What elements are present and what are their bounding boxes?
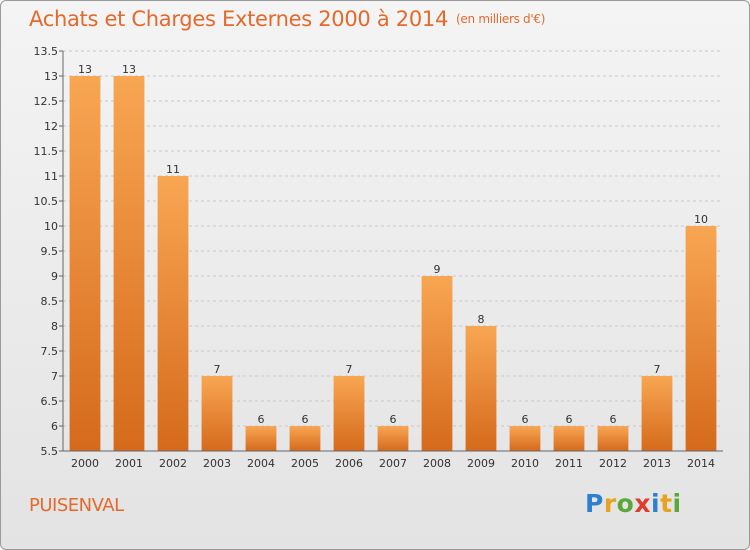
chart-title-text: Achats et Charges Externes 2000 à 2014	[29, 7, 449, 31]
y-tick-label: 10.5	[34, 195, 59, 208]
logo-letter: P	[585, 489, 604, 518]
data-label: 13	[78, 63, 92, 76]
x-tick-label: 2003	[203, 457, 231, 470]
x-tick-label: 2002	[159, 457, 187, 470]
bar	[685, 226, 717, 451]
bar	[597, 426, 629, 451]
y-tick-label: 6	[51, 420, 58, 433]
chart-unit: (en milliers d'€)	[456, 12, 546, 26]
data-label: 6	[610, 413, 617, 426]
bar	[289, 426, 321, 451]
x-tick-label: 2012	[599, 457, 627, 470]
y-tick-label: 11.5	[34, 145, 59, 158]
x-tick-label: 2006	[335, 457, 363, 470]
y-tick-label: 12	[44, 120, 58, 133]
x-tick-label: 2007	[379, 457, 407, 470]
proxiti-logo[interactable]: Proxiti	[585, 489, 682, 518]
data-label: 6	[258, 413, 265, 426]
data-label: 6	[522, 413, 529, 426]
data-label: 13	[122, 63, 136, 76]
bar	[641, 376, 673, 451]
bar	[69, 76, 101, 451]
data-label: 7	[214, 363, 221, 376]
x-tick-label: 2010	[511, 457, 539, 470]
x-tick-label: 2011	[555, 457, 583, 470]
bar	[245, 426, 277, 451]
bar	[421, 276, 453, 451]
y-tick-label: 7.5	[41, 345, 59, 358]
x-tick-label: 2005	[291, 457, 319, 470]
y-tick-label: 9	[51, 270, 58, 283]
logo-letter: x	[634, 489, 651, 518]
data-label: 7	[654, 363, 661, 376]
y-tick-label: 7	[51, 370, 58, 383]
y-tick-label: 6.5	[41, 395, 59, 408]
bar	[157, 176, 189, 451]
logo-letter: i	[651, 489, 661, 518]
y-tick-label: 12.5	[34, 95, 59, 108]
logo-letter: o	[616, 489, 635, 518]
data-label: 6	[302, 413, 309, 426]
y-tick-label: 5.5	[41, 445, 59, 458]
chart-title: Achats et Charges Externes 2000 à 2014 (e…	[29, 7, 545, 31]
y-tick-label: 13.5	[34, 45, 59, 58]
bar	[509, 426, 541, 451]
x-tick-label: 2000	[71, 457, 99, 470]
data-label: 10	[694, 213, 708, 226]
x-tick-label: 2009	[467, 457, 495, 470]
x-tick-label: 2013	[643, 457, 671, 470]
bar	[113, 76, 145, 451]
y-tick-label: 10	[44, 220, 58, 233]
label-layer: 13 13 11 7 6 6 7 6 9 8 6 6 6 7 10	[78, 63, 708, 426]
data-label: 9	[434, 263, 441, 276]
x-tick-label: 2001	[115, 457, 143, 470]
logo-letter: t	[660, 489, 673, 518]
axis-layer: 5.566.577.588.599.51010.51111.51212.5131…	[34, 45, 723, 470]
bar	[333, 376, 365, 451]
bar	[201, 376, 233, 451]
data-label: 6	[390, 413, 397, 426]
data-label: 11	[166, 163, 180, 176]
x-tick-label: 2014	[687, 457, 715, 470]
bar	[465, 326, 497, 451]
logo-letter: i	[672, 489, 682, 518]
y-tick-label: 13	[44, 70, 58, 83]
x-tick-label: 2004	[247, 457, 275, 470]
data-label: 7	[346, 363, 353, 376]
y-tick-label: 11	[44, 170, 58, 183]
y-tick-label: 8.5	[41, 295, 59, 308]
logo-letter: r	[603, 489, 617, 518]
bar	[377, 426, 409, 451]
y-tick-label: 8	[51, 320, 58, 333]
data-label: 8	[478, 313, 485, 326]
y-tick-label: 9.5	[41, 245, 59, 258]
data-label: 6	[566, 413, 573, 426]
bar-layer	[69, 76, 717, 451]
town-name: PUISENVAL	[29, 495, 124, 516]
x-tick-label: 2008	[423, 457, 451, 470]
bar	[553, 426, 585, 451]
